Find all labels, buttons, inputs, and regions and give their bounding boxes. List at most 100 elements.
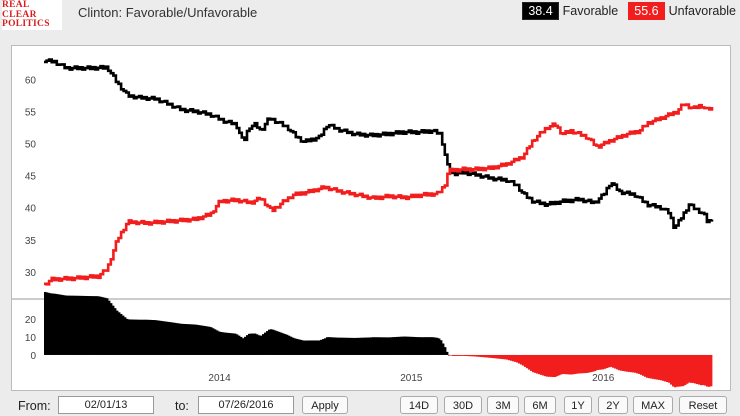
- spread-bar: [48, 292, 51, 355]
- reset-button[interactable]: Reset: [679, 396, 727, 414]
- spread-bar: [122, 315, 125, 355]
- spread-bar: [154, 320, 157, 355]
- spread-bar: [56, 294, 59, 355]
- spread-bar: [384, 337, 387, 355]
- spread-bar: [518, 354, 521, 364]
- spread-bar: [356, 337, 359, 355]
- spread-bar: [468, 354, 471, 357]
- spread-bar: [380, 337, 383, 355]
- spread-bar: [328, 337, 331, 355]
- spread-bar: [148, 319, 151, 355]
- spread-bar: [476, 354, 479, 357]
- spread-bar: [652, 354, 655, 379]
- spread-bar: [180, 323, 183, 355]
- spread-bar: [92, 296, 95, 355]
- spread-bar: [258, 335, 261, 355]
- spread-bar: [140, 319, 143, 355]
- spread-bar: [416, 337, 419, 355]
- spread-bar: [50, 293, 53, 355]
- spread-bar: [62, 295, 65, 355]
- spread-bar: [316, 340, 319, 355]
- spread-bar: [230, 333, 233, 355]
- spread-bar: [516, 354, 519, 363]
- spread-bar: [446, 351, 449, 355]
- x-tick-label: 2016: [592, 373, 615, 384]
- spread-bar: [424, 337, 427, 355]
- spread-bar: [494, 354, 497, 359]
- spread-bar: [224, 332, 227, 355]
- spread-bar: [492, 354, 495, 359]
- spread-bar: [284, 334, 287, 355]
- unfavorable-legend-label: Unfavorable: [668, 4, 736, 18]
- spread-bar: [454, 354, 457, 356]
- spread-bar: [532, 354, 535, 373]
- range-1y-button[interactable]: 1Y: [564, 396, 592, 414]
- spread-bar: [700, 354, 703, 386]
- spread-bar: [282, 333, 285, 355]
- spread-bar: [474, 354, 477, 357]
- spread-bar: [142, 319, 145, 355]
- spread-bar: [596, 354, 599, 371]
- spread-bar: [172, 322, 175, 355]
- spread-bar: [300, 339, 303, 355]
- spread-bar: [592, 354, 595, 372]
- range-6m-button[interactable]: 6M: [524, 396, 556, 414]
- spread-bar: [562, 354, 565, 374]
- x-tick-label: 2015: [400, 373, 423, 384]
- spread-tick-label: 20: [25, 315, 37, 326]
- spread-bar: [188, 324, 191, 355]
- spread-bar: [436, 337, 439, 355]
- spread-bar: [590, 354, 593, 373]
- spread-bar: [614, 354, 617, 369]
- spread-bar: [112, 305, 115, 355]
- favorable-series-line: [44, 58, 714, 229]
- chart-area[interactable]: 30 35 40 45 50 55 60 0 10 20 2014 2015 2016: [11, 45, 731, 391]
- range-14d-button[interactable]: 14D: [400, 396, 438, 414]
- spread-bar: [554, 354, 557, 378]
- spread-bar: [174, 322, 177, 355]
- spread-bar: [498, 354, 501, 359]
- spread-bar: [108, 300, 111, 355]
- spread-bar: [412, 336, 415, 355]
- spread-bar: [640, 354, 643, 375]
- spread-bar: [138, 319, 141, 355]
- spread-bar: [692, 354, 695, 383]
- spread-bar: [278, 331, 281, 355]
- spread-bar: [288, 335, 291, 355]
- y-tick-label: 45: [25, 172, 37, 183]
- from-date-input[interactable]: 02/01/13: [58, 396, 154, 414]
- spread-bar: [414, 336, 417, 355]
- spread-bar: [248, 333, 251, 355]
- spread-bar: [68, 295, 71, 355]
- apply-button[interactable]: Apply: [302, 396, 348, 414]
- spread-bar: [662, 354, 665, 381]
- chart-svg[interactable]: 30 35 40 45 50 55 60 0 10 20 2014 2015 2016: [12, 46, 730, 390]
- chart-title: Clinton: Favorable/Unfavorable: [78, 5, 258, 20]
- range-2y-button[interactable]: 2Y: [598, 396, 628, 414]
- spread-bar: [530, 354, 533, 371]
- spread-bar: [374, 337, 377, 355]
- spread-bar: [186, 324, 189, 355]
- spread-bar: [678, 354, 681, 387]
- spread-bar: [410, 336, 413, 355]
- spread-bar: [212, 328, 215, 355]
- spread-bar: [408, 336, 411, 355]
- spread-bar: [308, 340, 311, 355]
- spread-bar: [292, 337, 295, 355]
- spread-bar: [298, 339, 301, 355]
- spread-bar: [502, 354, 505, 360]
- spread-bar: [612, 354, 615, 368]
- spread-bar: [216, 330, 219, 355]
- to-date-input[interactable]: 07/26/2016: [198, 396, 294, 414]
- spread-bar: [296, 338, 299, 355]
- range-30d-button[interactable]: 30D: [444, 396, 482, 414]
- spread-bar: [680, 354, 683, 387]
- spread-bar: [102, 297, 105, 355]
- rcp-logo[interactable]: REAL CLEAR POLITICS: [2, 0, 62, 30]
- range-3m-button[interactable]: 3M: [487, 396, 519, 414]
- spread-bar: [536, 354, 539, 374]
- spread-bar: [190, 324, 193, 355]
- spread-bar: [234, 333, 237, 355]
- range-max-button[interactable]: MAX: [633, 396, 673, 414]
- spread-bar: [156, 320, 159, 355]
